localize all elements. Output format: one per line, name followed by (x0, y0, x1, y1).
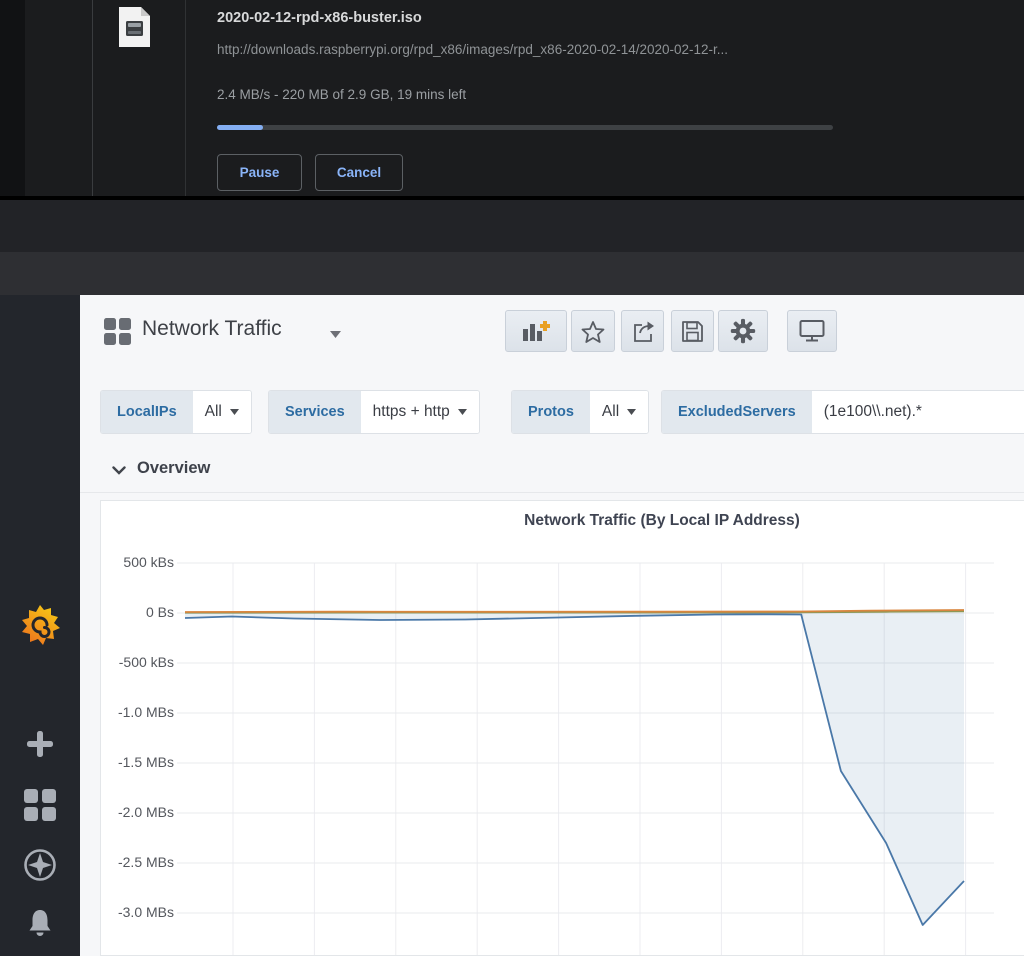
y-tick-label: 500 kBs (123, 554, 174, 570)
browser-tab-strip: Grafana - Home Assistant × + (0, 200, 1024, 646)
y-tick-label: -3.5 MBs (101, 954, 174, 955)
dashboard-title[interactable]: Network Traffic (142, 317, 282, 340)
chart-panel[interactable]: Network Traffic (By Local IP Address) 50… (100, 500, 1024, 956)
panel-title[interactable]: Network Traffic (By Local IP Address) (524, 512, 800, 529)
download-progress-fill (217, 125, 263, 130)
share-icon (633, 321, 654, 342)
divider (92, 0, 93, 196)
dashboard-settings-button[interactable] (718, 310, 768, 352)
variable-protos-label: Protos (512, 391, 590, 433)
section-title[interactable]: Overview (137, 459, 211, 477)
share-button[interactable] (621, 310, 664, 352)
variable-services: Services https + http (268, 390, 480, 434)
dashboards-icon[interactable] (0, 788, 80, 822)
save-button[interactable] (671, 310, 714, 352)
variable-protos: Protos All (511, 390, 650, 434)
variable-protos-value[interactable]: All (589, 391, 649, 433)
save-icon (682, 320, 703, 342)
download-source-url[interactable]: http://downloads.raspberrypi.org/rpd_x86… (217, 42, 729, 57)
tv-mode-icon (799, 320, 825, 342)
variable-excludedservers: ExcludedServers (1e100\\.net).* (661, 390, 1024, 434)
iso-file-icon (112, 6, 156, 48)
cancel-button[interactable]: Cancel (315, 154, 403, 191)
y-tick-label: -1.5 MBs (117, 754, 174, 770)
variable-excludedservers-input[interactable]: (1e100\\.net).* (811, 391, 1024, 433)
download-filename: 2020-02-12-rpd-x86-buster.iso (217, 10, 422, 26)
network-traffic-chart (177, 562, 994, 955)
divider (185, 0, 186, 196)
dashboard-grid-icon[interactable] (104, 318, 131, 345)
explore-compass-icon[interactable] (0, 848, 80, 882)
y-tick-label: -2.5 MBs (117, 854, 174, 870)
grafana-sidebar: ? (0, 295, 80, 956)
variable-services-label: Services (269, 391, 361, 433)
chevron-down-icon (457, 409, 467, 415)
y-tick-label: -2.0 MBs (117, 804, 174, 820)
downloads-left-strip (0, 0, 25, 196)
star-icon (581, 320, 605, 343)
y-tick-label: -500 kBs (118, 654, 174, 670)
alerting-bell-icon[interactable] (0, 907, 80, 939)
grafana-logo[interactable] (0, 603, 80, 647)
variable-services-value[interactable]: https + http (360, 391, 479, 433)
add-panel-button[interactable] (505, 310, 567, 352)
downloads-section: 2020-02-12-rpd-x86-buster.iso http://dow… (0, 0, 1024, 196)
y-tick-label: 0 Bs (145, 604, 174, 620)
chevron-down-icon[interactable] (330, 331, 341, 338)
y-tick-label: -1.0 MBs (117, 704, 174, 720)
section-collapse-chevron-icon[interactable] (112, 466, 126, 475)
settings-gear-icon (730, 318, 756, 344)
plus-icon[interactable] (0, 729, 80, 759)
chevron-down-icon (229, 409, 239, 415)
chevron-down-icon (627, 409, 637, 415)
browser-toolbar: house.snowy-cabin.com/grafana (0, 252, 1024, 543)
variable-localips-label: LocalIPs (101, 391, 193, 433)
add-panel-icon (523, 321, 550, 341)
y-tick-label: -3.0 MBs (117, 904, 174, 920)
star-button[interactable] (571, 310, 615, 352)
variable-localips: LocalIPs All (100, 390, 252, 434)
tv-mode-button[interactable] (787, 310, 837, 352)
variable-localips-value[interactable]: All (192, 391, 251, 433)
pause-button[interactable]: Pause (217, 154, 302, 191)
divider (80, 492, 1024, 493)
download-status: 2.4 MB/s - 220 MB of 2.9 GB, 19 mins lef… (217, 87, 467, 102)
download-progress-bar (217, 125, 833, 130)
variable-excludedservers-label: ExcludedServers (662, 391, 812, 433)
